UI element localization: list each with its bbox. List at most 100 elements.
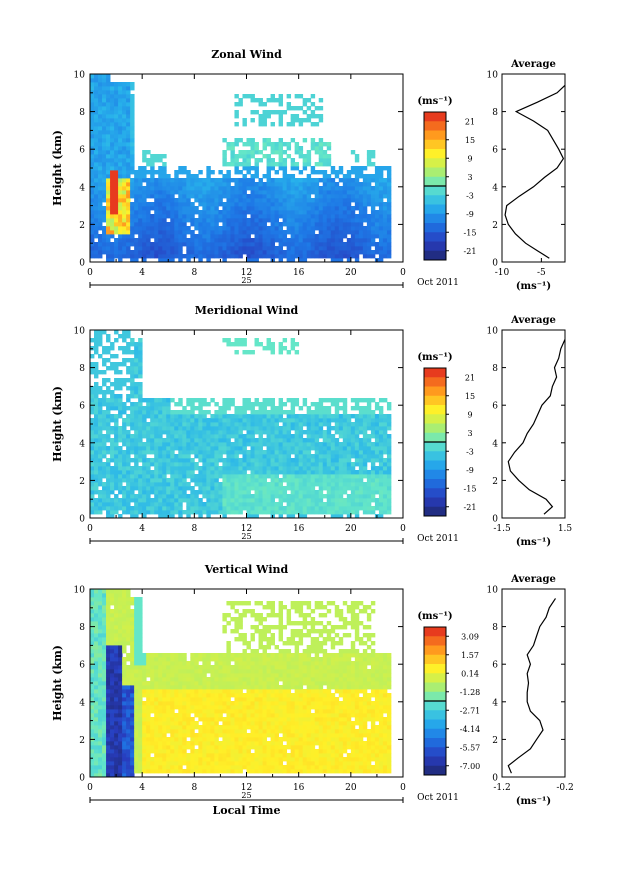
heatmap-cell [350, 210, 356, 215]
profile-y-tick-label: 10 [487, 71, 499, 81]
heatmap-cell [158, 486, 163, 491]
heatmap-cell [190, 462, 195, 467]
heatmap-cell [114, 689, 119, 694]
heatmap-cell [182, 234, 187, 239]
heatmap-cell [142, 502, 147, 507]
heatmap-cell [222, 250, 227, 255]
heatmap-cell [294, 214, 300, 219]
heatmap-cell [158, 154, 163, 159]
heatmap-cell [234, 246, 239, 251]
heatmap-cell [114, 362, 119, 367]
heatmap-cell [110, 693, 115, 698]
heatmap-cell [130, 422, 135, 427]
heatmap-cell [354, 434, 360, 439]
heatmap-cell [122, 206, 127, 211]
heatmap-cell [290, 418, 296, 423]
heatmap-cell [106, 182, 111, 187]
heatmap-cell [94, 190, 99, 195]
heatmap-cell [238, 434, 243, 439]
heatmap-cell [354, 170, 360, 175]
heatmap-cell [154, 442, 159, 447]
heatmap-cell [214, 458, 219, 463]
y-tick-label: 2 [79, 477, 85, 487]
heatmap-cell [94, 689, 99, 694]
heatmap-cell [94, 745, 99, 750]
heatmap-cell [234, 470, 239, 475]
heatmap-cell [106, 502, 111, 507]
heatmap-cell [162, 166, 167, 171]
heatmap-cell [246, 430, 251, 435]
heatmap-cell [110, 713, 115, 718]
heatmap-cell [130, 110, 135, 115]
heatmap-cell [166, 498, 171, 503]
heatmap-cell [238, 154, 243, 159]
heatmap-cell [278, 206, 284, 211]
heatmap-cell [206, 202, 211, 207]
heatmap-cell [290, 238, 296, 243]
heatmap-cell [210, 210, 215, 215]
heatmap-cell [114, 126, 119, 131]
colorbar-label: -21 [464, 503, 477, 512]
heatmap-cell [150, 222, 155, 227]
heatmap-cell [278, 194, 284, 199]
heatmap-cell [150, 482, 155, 487]
heatmap-cell [342, 242, 348, 247]
heatmap-cell [202, 434, 207, 439]
heatmap-cell [358, 214, 364, 219]
heatmap-cell [150, 422, 155, 427]
heatmap-cell [310, 434, 316, 439]
heatmap-cell [294, 254, 300, 259]
heatmap-cell [322, 474, 328, 479]
heatmap-cell [346, 258, 352, 263]
heatmap-cell [242, 442, 247, 447]
heatmap-cell [362, 454, 368, 459]
heatmap-cell [230, 150, 235, 155]
heatmap-cell [126, 346, 131, 351]
heatmap-cell [286, 218, 292, 223]
heatmap-cell [110, 490, 115, 495]
heatmap-cell [234, 466, 239, 471]
heatmap-cell [98, 134, 103, 139]
heatmap-cell [334, 250, 340, 255]
heatmap-cell [110, 657, 115, 662]
heatmap-cell [338, 226, 344, 231]
heatmap-cell [350, 462, 356, 467]
heatmap-cell [106, 154, 111, 159]
heatmap-cell [94, 601, 99, 606]
heatmap-cell [238, 162, 243, 167]
heatmap-cell [366, 254, 372, 259]
heatmap-cell [174, 442, 179, 447]
heatmap-cell [106, 482, 111, 487]
heatmap-cell [158, 170, 163, 175]
heatmap-cell [310, 94, 316, 99]
heatmap-cell [210, 438, 215, 443]
heatmap-cell [114, 238, 119, 243]
heatmap-cell [90, 470, 95, 475]
heatmap-cell [130, 166, 135, 171]
heatmap-cell [202, 398, 207, 403]
heatmap-cell [334, 470, 340, 475]
heatmap-cell [318, 170, 324, 175]
heatmap-cell [146, 470, 151, 475]
heatmap-cell [90, 110, 95, 115]
heatmap-cell [314, 490, 320, 495]
heatmap-cell [286, 190, 292, 195]
heatmap-cell [310, 418, 316, 423]
heatmap-cell [98, 490, 103, 495]
heatmap-cell [142, 194, 147, 199]
heatmap-cell [302, 186, 308, 191]
heatmap-cell [102, 90, 107, 95]
heatmap-cell [282, 110, 288, 115]
heatmap-cell [366, 246, 372, 251]
heatmap-cell [202, 426, 207, 431]
heatmap-cell [118, 346, 123, 351]
heatmap-cell [222, 426, 227, 431]
heatmap-cell [210, 218, 215, 223]
heatmap-cell [322, 150, 328, 155]
heatmap-cell [146, 194, 151, 199]
heatmap-cell [122, 230, 127, 235]
heatmap-cell [250, 142, 255, 147]
heatmap-cell [250, 494, 255, 499]
heatmap-cell [126, 462, 131, 467]
heatmap-cell [230, 498, 235, 503]
